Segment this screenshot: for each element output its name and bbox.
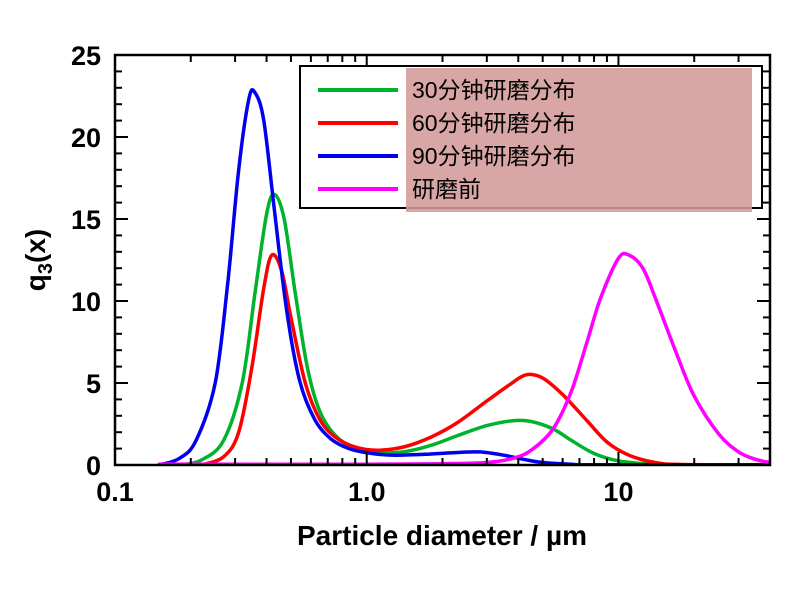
- x-tick-label: 0.1: [96, 477, 134, 507]
- series-curves: [157, 88, 770, 465]
- series-curve-2: [157, 88, 770, 465]
- x-tick-label: 10: [603, 477, 633, 507]
- legend-label-0: 30分钟研磨分布: [412, 77, 576, 103]
- y-tick-label: 10: [71, 287, 101, 317]
- y-tick-label: 20: [71, 123, 101, 153]
- y-tick-label: 0: [86, 451, 101, 481]
- series-curve-3: [157, 251, 770, 465]
- legend-label-1: 60分钟研磨分布: [412, 110, 576, 136]
- y-tick-label: 15: [71, 205, 101, 235]
- y-tick-label: 5: [86, 369, 101, 399]
- x-tick-label: 1.0: [348, 477, 386, 507]
- legend-highlight-overlay: [406, 68, 752, 212]
- y-axis-title-text: q3(x): [20, 229, 57, 291]
- x-axis-title: Particle diameter / µm: [297, 520, 587, 551]
- y-tick-label: 25: [71, 41, 101, 71]
- legend-label-2: 90分钟研磨分布: [412, 143, 576, 169]
- series-curve-1: [199, 252, 770, 465]
- legend-label-3: 研磨前: [412, 176, 481, 202]
- plot-frame: [113, 53, 772, 467]
- tick-labels: 0.1 1.0 10 0 5 10 15 20 25: [71, 41, 634, 507]
- y-axis-title: q3(x): [20, 229, 57, 291]
